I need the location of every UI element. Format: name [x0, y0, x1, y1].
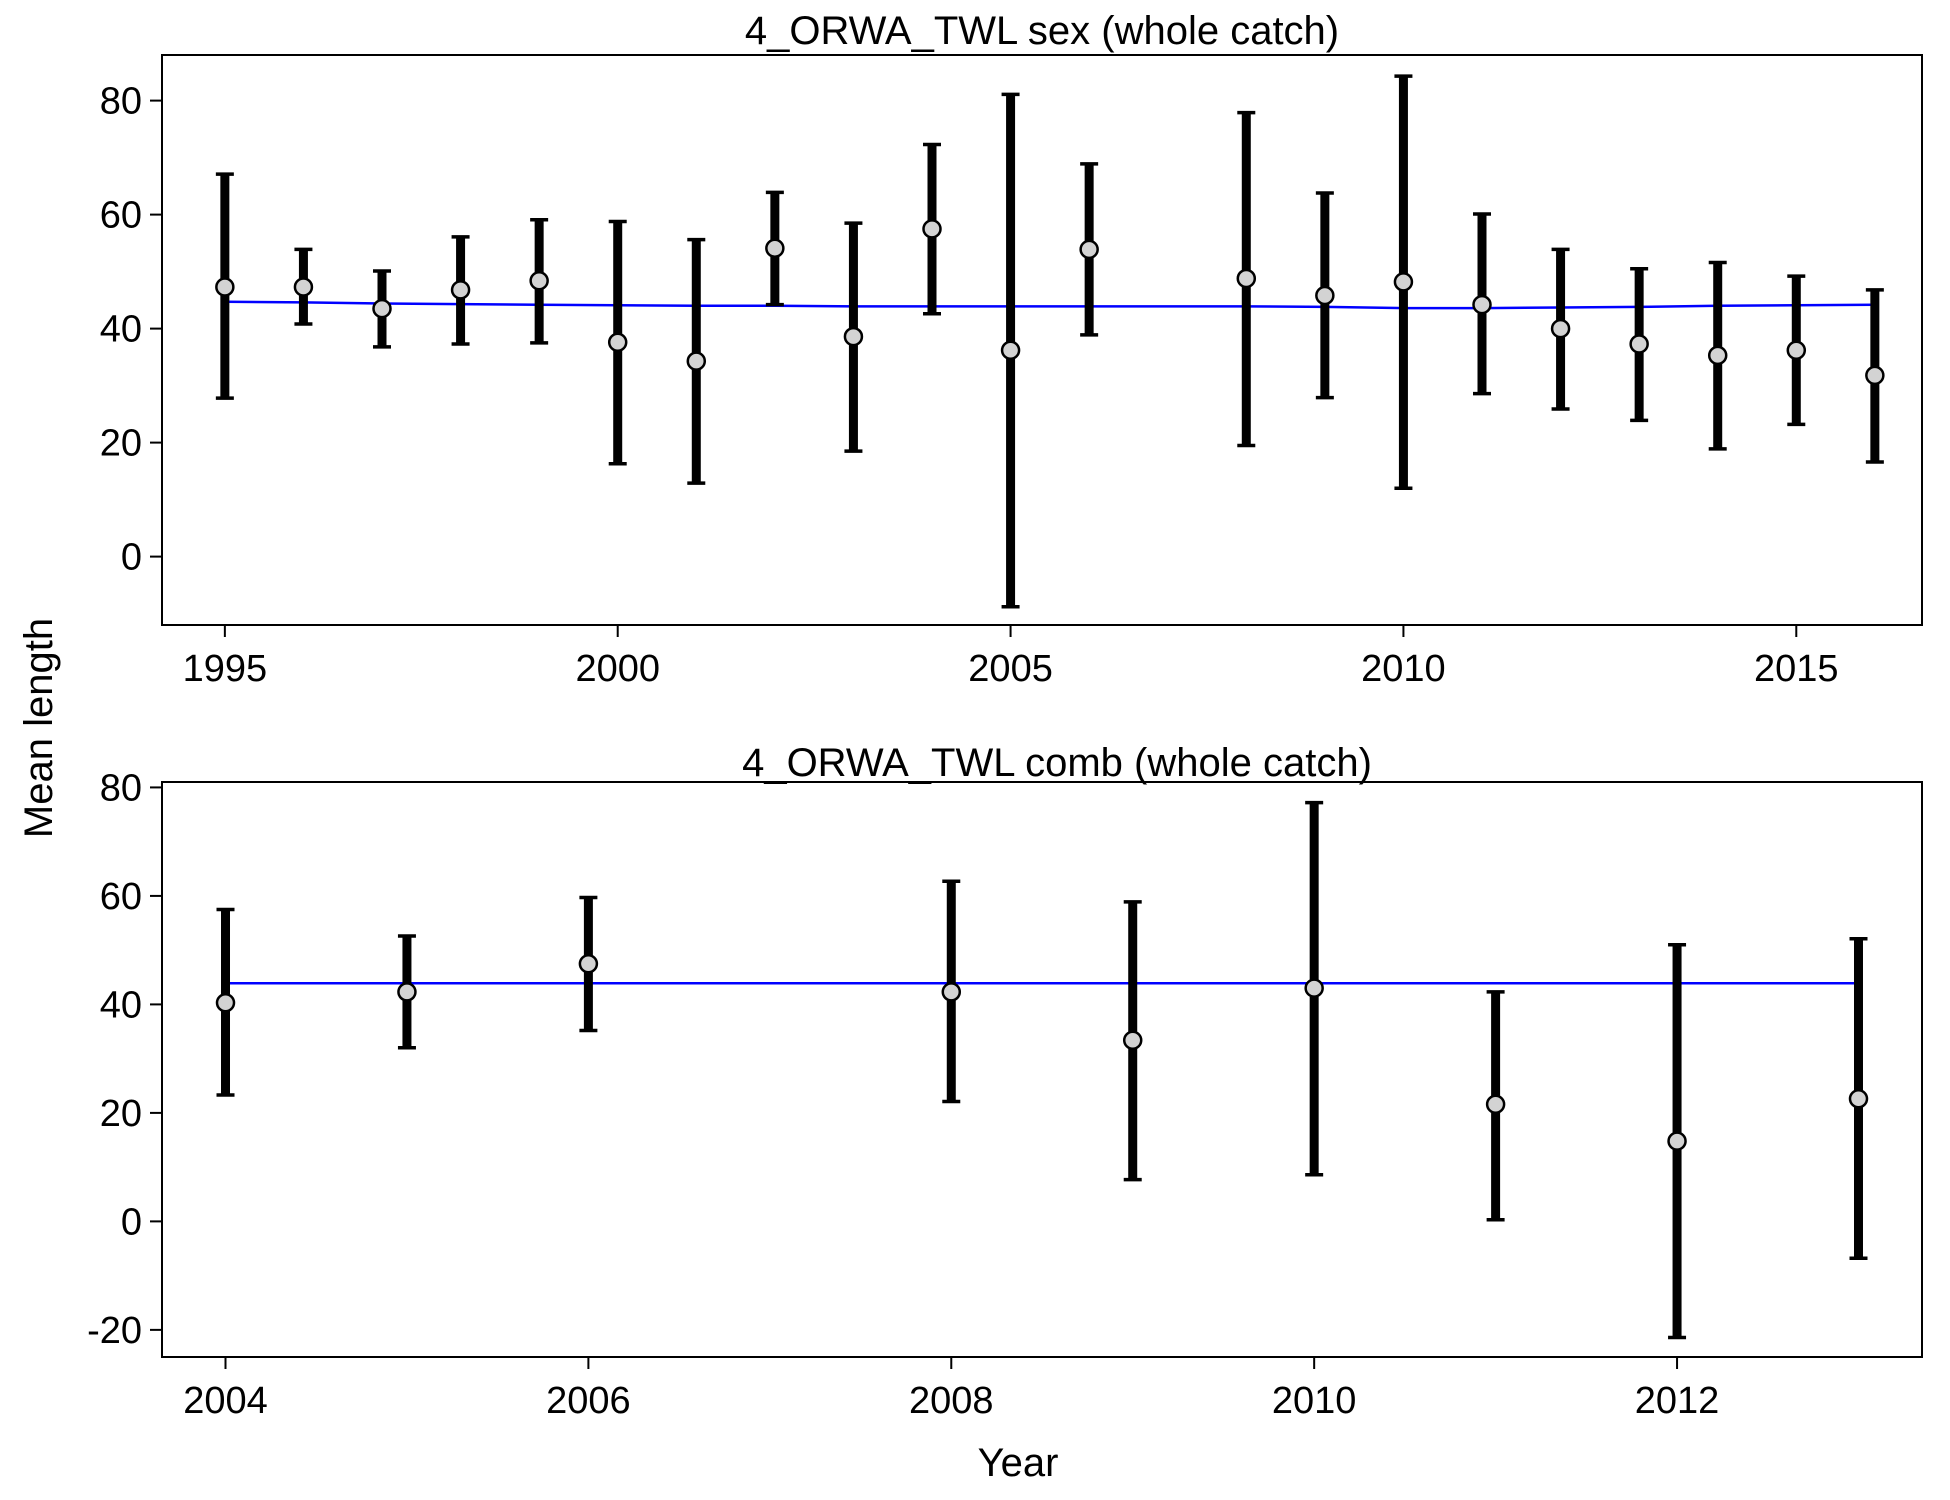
y-tick-label: 60 [100, 876, 142, 918]
data-point [1122, 1030, 1143, 1050]
data-point [215, 993, 236, 1013]
data-point [1472, 294, 1492, 315]
y-tick-label: 80 [100, 767, 142, 809]
data-point [1667, 1131, 1687, 1151]
x-tick-label: 2006 [546, 1380, 631, 1422]
data-point [1786, 340, 1807, 361]
plot-frame [161, 54, 1923, 626]
data-point [843, 326, 864, 347]
data-points [215, 953, 1869, 1151]
data-point [529, 270, 549, 291]
y-tick-label: 40 [100, 984, 142, 1026]
panel-sex: 4_ORWA_TWL sex (whole catch) 1995 2000 200… [100, 9, 1923, 690]
data-point [215, 277, 235, 297]
data-point [1485, 1094, 1506, 1114]
data-point [450, 280, 471, 300]
data-point [1315, 285, 1335, 306]
panel-comb: 4_ORWA_TWL comb (whole catch) 2004 2006 20… [87, 741, 1923, 1422]
axis-ticks: 2004 2006 2008 2010 2012 -20 0 20 40 60 80 [87, 767, 1719, 1422]
data-point [1393, 272, 1414, 292]
x-tick-label: 2010 [1272, 1380, 1357, 1422]
data-point [1304, 978, 1324, 998]
y-tick-label: 20 [100, 423, 142, 465]
plot-frame [161, 781, 1923, 1358]
y-tick-label: 40 [100, 309, 142, 351]
data-point [1629, 334, 1649, 354]
x-tick-label: 1995 [183, 648, 268, 690]
data-point [578, 953, 599, 974]
axis-ticks: 1995 2000 2005 2010 2015 0 20 40 60 80 [100, 81, 1839, 690]
data-point [1000, 340, 1021, 361]
data-point [1707, 345, 1728, 366]
data-point [372, 298, 392, 319]
y-axis-label: Mean length [17, 618, 61, 838]
y-tick-label: 20 [100, 1093, 142, 1135]
x-tick-label: 2004 [183, 1380, 268, 1422]
x-tick-label: 2010 [1361, 648, 1446, 690]
y-tick-label: 80 [100, 81, 142, 123]
y-tick-label: 0 [121, 537, 142, 579]
x-tick-label: 2012 [1635, 1380, 1720, 1422]
data-point [293, 277, 314, 297]
data-point [1236, 268, 1257, 289]
y-tick-label: 60 [100, 195, 142, 237]
data-point [1079, 239, 1099, 260]
x-tick-label: 2015 [1754, 648, 1839, 690]
x-axis-label: Year [978, 1441, 1059, 1485]
data-point [1865, 365, 1885, 386]
data-point [1550, 318, 1571, 339]
x-tick-label: 2005 [968, 648, 1053, 690]
y-tick-label: -20 [87, 1310, 142, 1352]
chart-title: 4_ORWA_TWL sex (whole catch) [745, 9, 1339, 53]
data-point [765, 238, 785, 258]
data-point [686, 351, 707, 371]
data-point [1848, 1089, 1869, 1109]
chart-title: 4_ORWA_TWL comb (whole catch) [742, 741, 1372, 785]
y-tick-label: 0 [121, 1201, 142, 1243]
data-point [397, 982, 417, 1002]
data-point [941, 982, 962, 1002]
x-tick-label: 2008 [909, 1380, 994, 1422]
x-tick-label: 2000 [575, 648, 660, 690]
data-point [922, 219, 942, 239]
data-point [607, 332, 628, 353]
data-points [215, 219, 1885, 386]
